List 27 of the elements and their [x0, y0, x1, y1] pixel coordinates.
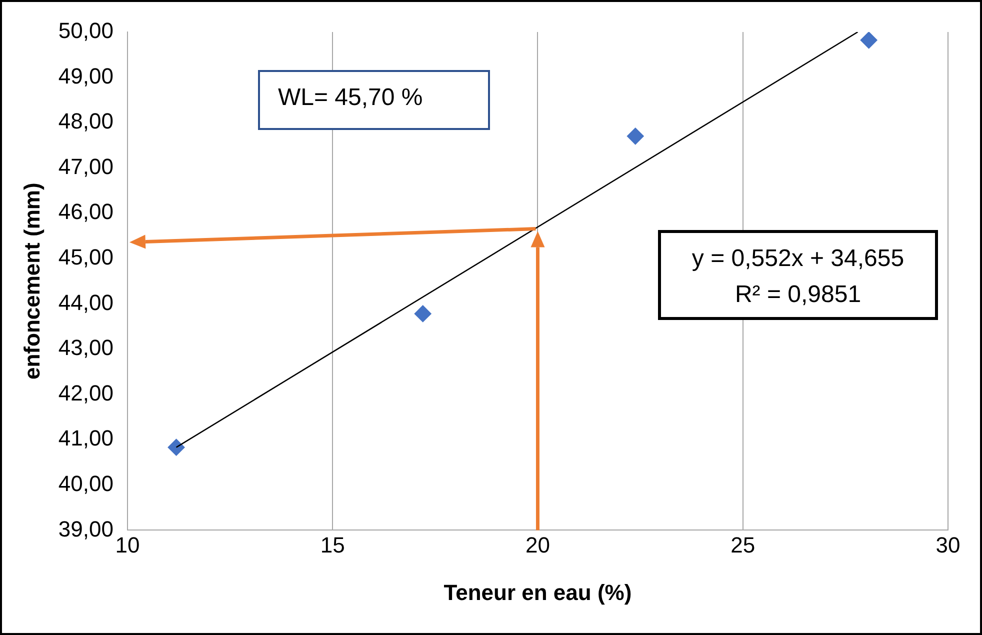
y-axis-title: enfoncement (mm) [19, 182, 44, 380]
x-tick-label: 25 [730, 532, 756, 558]
y-tick-label: 44,00 [58, 290, 114, 315]
point [414, 305, 432, 322]
x-tick-label: 10 [115, 532, 140, 558]
text-box: y = 0,552x + 34,655 R² = 0,9851 [658, 230, 938, 320]
point [860, 32, 878, 49]
y-tick-label: 49,00 [58, 63, 114, 88]
text-box: WL= 45,70 % [258, 70, 490, 130]
y-tick-label: 46,00 [58, 199, 114, 224]
point [168, 438, 185, 456]
y-tick-label: 42,00 [58, 380, 114, 406]
y-tick-label: 50,00 [58, 18, 114, 44]
y-tick-label: 39,00 [58, 516, 114, 542]
point [626, 128, 644, 145]
x-axis-title: Teneur en eau (%) [444, 580, 632, 605]
y-tick-label: 48,00 [58, 108, 114, 134]
annotation: R² = 0,9851 [734, 280, 862, 310]
y-tick-label: 40,00 [58, 470, 114, 496]
y-tick-label: 41,00 [58, 426, 114, 451]
x-tick-label: 20 [525, 532, 550, 558]
y-tick-label: 47,00 [58, 154, 114, 179]
y-tick-label: 45,00 [58, 244, 114, 270]
x-tick-label: 15 [320, 532, 345, 558]
y-tick-label: 43,00 [58, 335, 114, 360]
annotation: y = 0,552x + 34,655 [690, 244, 906, 274]
x-tick-label: 30 [936, 532, 960, 558]
